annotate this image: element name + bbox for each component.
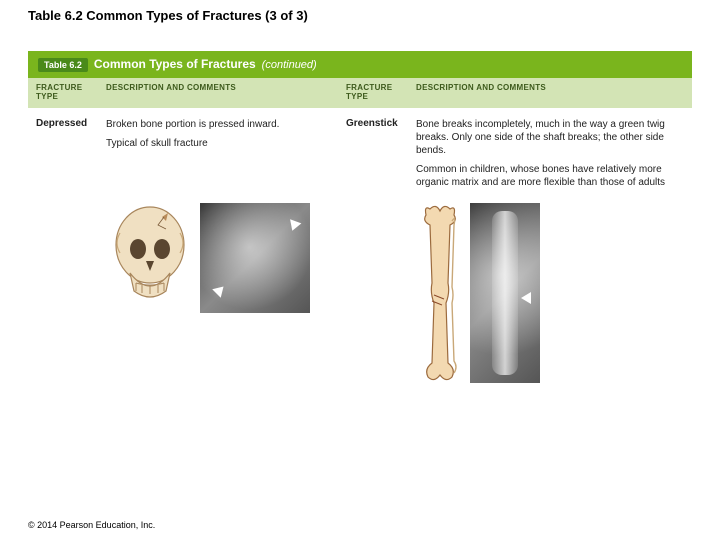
desc-right-line1: Bone breaks incompletely, much in the wa… (416, 118, 684, 157)
skull-illustration (106, 203, 194, 313)
table-title: Common Types of Fractures (94, 57, 256, 71)
col-header-type-right: FRACTURE TYPE (338, 78, 408, 108)
image-row (28, 199, 692, 383)
xray-arrow-icon (521, 292, 531, 304)
table-continued: (continued) (262, 59, 317, 71)
table-label: Table 6.2 (38, 58, 88, 72)
right-image-pair (408, 203, 692, 383)
table-row: Depressed Broken bone portion is pressed… (28, 108, 692, 199)
skull-xray (200, 203, 310, 313)
slide-title: Table 6.2 Common Types of Fractures (3 o… (0, 0, 720, 23)
fracture-type-right: Greenstick (338, 114, 408, 199)
copyright-text: © 2014 Pearson Education, Inc. (28, 520, 155, 530)
fracture-desc-left: Broken bone portion is pressed inward. T… (98, 114, 338, 199)
long-bone-xray (470, 203, 540, 383)
col-header-desc-left: DESCRIPTION AND COMMENTS (98, 78, 338, 108)
left-image-pair (98, 203, 338, 383)
fracture-table: Table 6.2 Common Types of Fractures (con… (28, 51, 692, 383)
col-header-type-left: FRACTURE TYPE (28, 78, 98, 108)
long-bone-illustration (416, 203, 464, 383)
column-header-row: FRACTURE TYPE DESCRIPTION AND COMMENTS F… (28, 78, 692, 108)
fracture-desc-right: Bone breaks incompletely, much in the wa… (408, 114, 692, 199)
desc-left-line1: Broken bone portion is pressed inward. (106, 118, 330, 131)
desc-right-line2: Common in children, whose bones have rel… (416, 163, 684, 189)
col-header-desc-right: DESCRIPTION AND COMMENTS (408, 78, 692, 108)
desc-left-line2: Typical of skull fracture (106, 137, 330, 150)
fracture-type-left: Depressed (28, 114, 98, 199)
table-header-bar: Table 6.2 Common Types of Fractures (con… (28, 51, 692, 78)
